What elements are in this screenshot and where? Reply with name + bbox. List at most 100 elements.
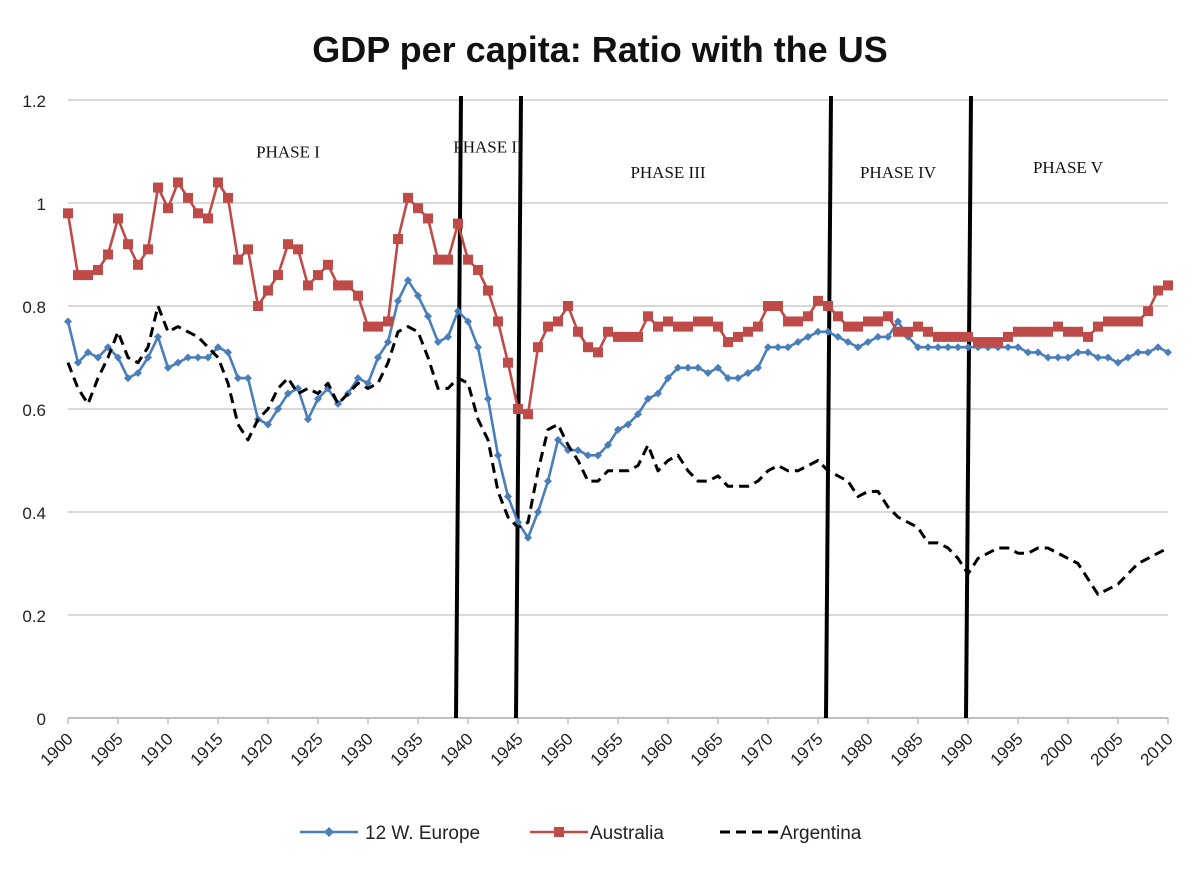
phase-label: PHASE II xyxy=(453,137,523,156)
phase-label: PHASE IV xyxy=(860,163,937,182)
data-point-12-w-europe xyxy=(924,343,932,352)
data-point-australia xyxy=(623,331,633,342)
data-point-australia xyxy=(833,311,843,322)
data-point-12-w-europe xyxy=(214,343,222,352)
data-point-australia xyxy=(403,192,413,203)
data-point-australia xyxy=(233,254,243,265)
data-point-australia xyxy=(703,316,713,327)
data-point-australia xyxy=(223,192,233,203)
x-tick-label: 1955 xyxy=(587,729,627,769)
data-point-australia xyxy=(733,331,743,342)
data-point-australia xyxy=(333,280,343,291)
data-point-australia xyxy=(563,301,573,311)
x-tick-label: 1985 xyxy=(887,729,927,769)
phase-divider-line xyxy=(824,95,833,719)
data-point-australia xyxy=(583,342,593,353)
data-point-12-w-europe xyxy=(954,343,962,352)
x-tick-label: 1980 xyxy=(837,729,877,769)
data-point-australia xyxy=(523,409,533,420)
data-point-12-w-europe xyxy=(734,374,742,383)
data-point-australia xyxy=(853,321,863,332)
legend-label: 12 W. Europe xyxy=(365,823,480,844)
data-point-australia xyxy=(83,270,93,281)
data-point-12-w-europe xyxy=(884,332,892,341)
legend-label: Argentina xyxy=(780,823,862,844)
series-line-australia xyxy=(66,181,1169,416)
data-point-australia xyxy=(1093,321,1103,332)
data-point-12-w-europe xyxy=(574,446,582,455)
data-point-12-w-europe xyxy=(704,368,712,377)
data-point-australia xyxy=(933,331,943,342)
data-point-australia xyxy=(603,326,613,337)
data-point-australia xyxy=(443,254,453,265)
data-point-12-w-europe xyxy=(414,291,422,300)
x-tick-label: 2010 xyxy=(1137,729,1177,769)
data-point-12-w-europe xyxy=(1064,353,1072,362)
data-point-12-w-europe xyxy=(854,343,862,352)
data-point-australia xyxy=(713,321,723,332)
data-point-australia xyxy=(673,321,683,332)
data-point-australia xyxy=(193,208,203,219)
data-point-12-w-europe xyxy=(714,363,722,372)
data-point-australia xyxy=(753,321,763,332)
data-point-australia xyxy=(1123,316,1133,327)
data-point-australia xyxy=(803,311,813,322)
data-point-australia xyxy=(693,316,703,327)
data-point-12-w-europe xyxy=(84,348,92,357)
data-point-australia xyxy=(1153,285,1163,296)
data-point-australia xyxy=(63,208,73,219)
data-point-australia xyxy=(943,331,953,342)
data-point-12-w-europe xyxy=(504,492,512,501)
data-point-12-w-europe xyxy=(724,374,732,383)
data-point-12-w-europe xyxy=(864,338,872,347)
data-point-12-w-europe xyxy=(194,353,202,362)
data-point-australia xyxy=(1053,321,1063,332)
data-point-12-w-europe xyxy=(204,353,212,362)
data-point-12-w-europe xyxy=(644,394,652,403)
chart-title: GDP per capita: Ratio with the US xyxy=(312,29,887,70)
y-tick-label: 0 xyxy=(37,710,46,729)
gridlines xyxy=(68,99,1168,719)
data-point-australia xyxy=(533,342,543,353)
data-point-australia xyxy=(843,321,853,332)
data-point-australia xyxy=(463,254,473,265)
data-point-12-w-europe xyxy=(134,368,142,377)
data-point-australia xyxy=(413,203,423,214)
data-point-12-w-europe xyxy=(64,317,72,326)
data-point-australia xyxy=(323,259,333,270)
data-point-12-w-europe xyxy=(604,441,612,450)
data-point-12-w-europe xyxy=(224,348,232,357)
data-point-12-w-europe xyxy=(794,338,802,347)
data-point-12-w-europe xyxy=(914,343,922,352)
data-point-australia xyxy=(1063,326,1073,337)
data-point-australia xyxy=(963,331,973,342)
data-point-australia xyxy=(1003,331,1013,342)
data-point-australia xyxy=(393,234,403,245)
data-point-12-w-europe xyxy=(844,338,852,347)
legend-label: Australia xyxy=(590,823,664,844)
data-point-australia xyxy=(473,264,483,275)
data-point-australia xyxy=(343,280,353,291)
data-point-australia xyxy=(1113,316,1123,327)
data-point-12-w-europe xyxy=(1044,353,1052,362)
data-point-australia xyxy=(543,321,553,332)
data-point-australia xyxy=(823,301,833,311)
data-point-australia xyxy=(793,316,803,327)
data-point-australia xyxy=(1103,316,1113,327)
data-point-australia xyxy=(153,182,163,193)
data-point-12-w-europe xyxy=(424,312,432,321)
data-point-12-w-europe xyxy=(664,374,672,383)
data-point-australia xyxy=(923,326,933,337)
data-point-australia xyxy=(573,326,583,337)
data-point-12-w-europe xyxy=(244,374,252,383)
data-point-australia xyxy=(483,285,493,296)
data-point-australia xyxy=(983,337,993,348)
data-point-australia xyxy=(163,203,173,214)
x-tick-label: 1935 xyxy=(387,729,427,769)
data-point-australia xyxy=(93,264,103,275)
data-point-australia xyxy=(383,316,393,327)
x-tick-label: 2005 xyxy=(1087,729,1127,769)
data-point-12-w-europe xyxy=(364,379,372,388)
data-point-australia xyxy=(213,177,223,188)
data-point-australia xyxy=(1043,326,1053,337)
